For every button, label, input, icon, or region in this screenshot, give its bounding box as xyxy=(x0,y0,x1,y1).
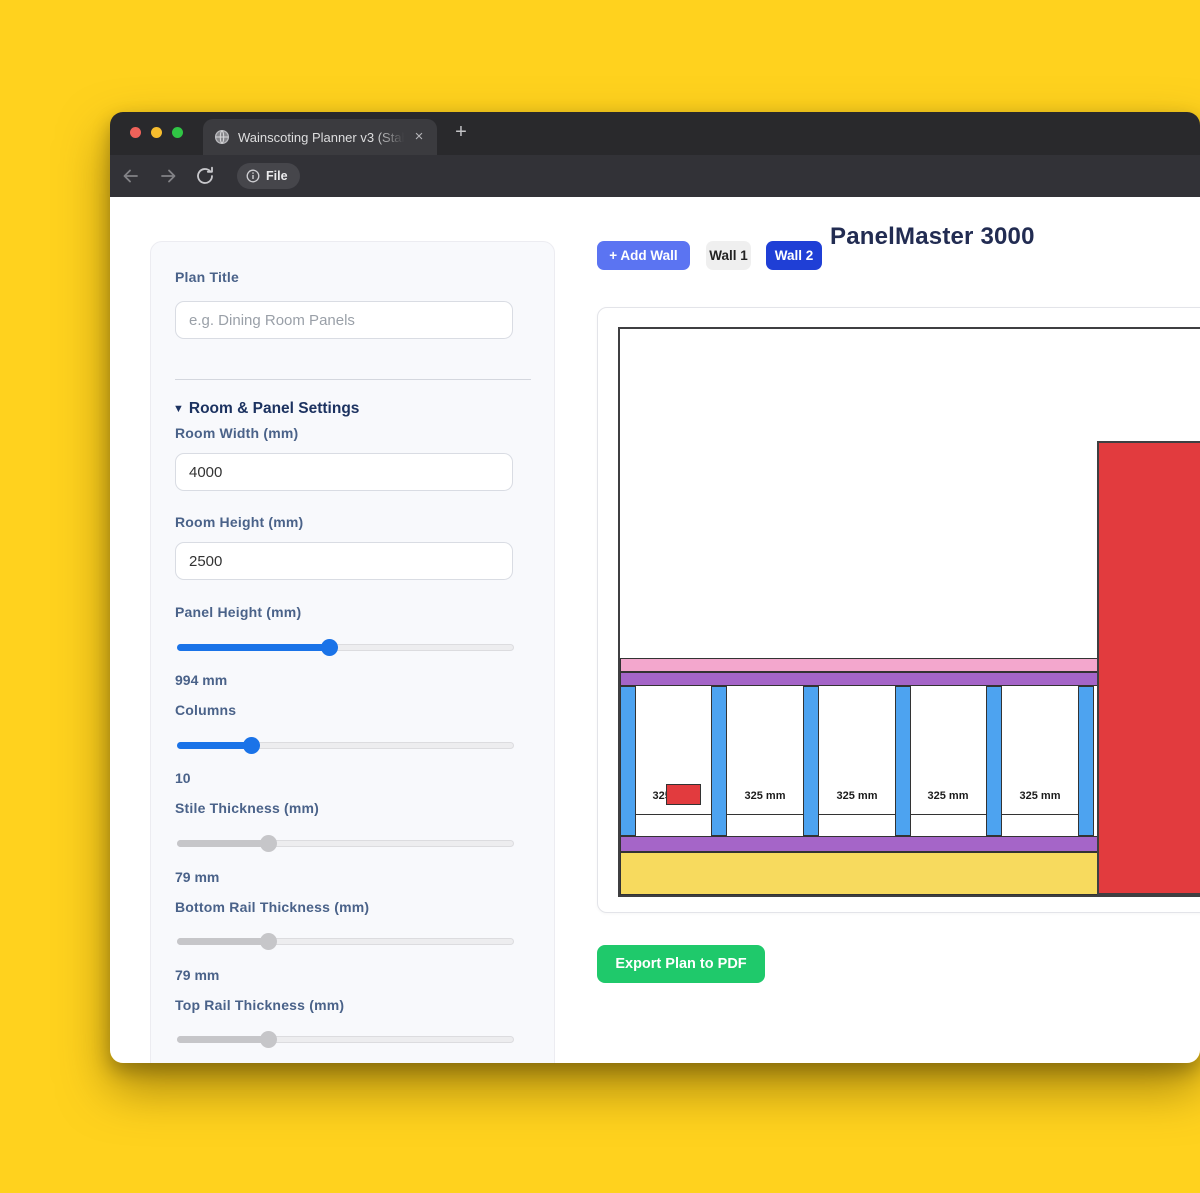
back-icon[interactable] xyxy=(119,164,143,188)
forward-icon[interactable] xyxy=(156,164,180,188)
panel-bottom-line xyxy=(1002,814,1078,815)
stile-thickness-label: Stile Thickness (mm) xyxy=(175,800,320,816)
wall-preview-card: 325 mm 325 mm 325 mm 325 mm 325 mm xyxy=(597,307,1200,913)
panel-bottom-line xyxy=(636,814,711,815)
panel-bottom-line xyxy=(727,814,803,815)
tab-wall-1[interactable]: Wall 1 xyxy=(706,241,751,270)
room-height-label: Room Height (mm) xyxy=(175,514,304,530)
page-title: PanelMaster 3000 xyxy=(830,223,1035,250)
export-pdf-button[interactable]: Export Plan to PDF xyxy=(597,945,765,983)
stile xyxy=(620,686,636,836)
address-bar-chip[interactable]: File xyxy=(237,163,300,189)
columns-slider[interactable] xyxy=(177,737,514,754)
outlet-marker xyxy=(666,784,701,805)
panel-width-label: 325 mm xyxy=(744,790,786,802)
slider-fill xyxy=(177,840,268,847)
stile xyxy=(895,686,911,836)
slider-fill xyxy=(177,742,252,749)
room-height-input[interactable] xyxy=(175,542,513,580)
divider xyxy=(175,379,531,380)
section-heading[interactable]: ▼ Room & Panel Settings xyxy=(173,400,359,418)
top-cap-strip xyxy=(620,658,1098,672)
panel-width-label: 325 mm xyxy=(836,790,878,802)
bottom-rail-value: 79 mm xyxy=(175,967,220,983)
top-rail-label: Top Rail Thickness (mm) xyxy=(175,997,345,1013)
browser-window: Wainscoting Planner v3 (Stab × + File Pl… xyxy=(110,112,1200,1063)
window-zoom-button[interactable] xyxy=(172,127,183,138)
columns-label: Columns xyxy=(175,702,237,718)
browser-tab-bar: Wainscoting Planner v3 (Stab × + xyxy=(110,112,1200,155)
panel-width-label: 325 mm xyxy=(927,790,969,802)
stile xyxy=(986,686,1002,836)
plan-title-label: Plan Title xyxy=(175,269,239,285)
stile xyxy=(1078,686,1094,836)
top-rail-strip xyxy=(620,672,1098,686)
door-obstruction xyxy=(1097,441,1200,895)
slider-fill xyxy=(177,1036,268,1043)
globe-favicon-icon xyxy=(214,129,230,145)
room-width-label: Room Width (mm) xyxy=(175,425,299,441)
panel-zone: 325 mm 325 mm 325 mm 325 mm 325 mm xyxy=(620,686,1098,836)
bottom-rail-strip xyxy=(620,836,1098,852)
page-content: Plan Title ▼ Room & Panel Settings Room W… xyxy=(110,197,1200,1063)
window-close-button[interactable] xyxy=(130,127,141,138)
section-heading-text: Room & Panel Settings xyxy=(188,400,360,417)
new-tab-button[interactable]: + xyxy=(455,121,467,143)
slider-thumb[interactable] xyxy=(320,639,338,656)
bottom-rail-slider[interactable] xyxy=(177,933,514,950)
baseboard-strip xyxy=(620,852,1098,895)
stile-thickness-slider[interactable] xyxy=(177,835,514,852)
add-wall-button[interactable]: + Add Wall xyxy=(597,241,690,270)
panel-height-label: Panel Height (mm) xyxy=(175,604,302,620)
info-icon xyxy=(246,169,260,183)
stile xyxy=(711,686,727,836)
panel-height-value: 994 mm xyxy=(175,672,228,688)
slider-fill xyxy=(177,644,329,651)
slider-fill xyxy=(177,938,268,945)
stile-thickness-value: 79 mm xyxy=(175,869,220,885)
settings-sidebar: Plan Title ▼ Room & Panel Settings Room W… xyxy=(150,241,555,1063)
slider-thumb[interactable] xyxy=(243,737,261,754)
panel-width-label: 325 mm xyxy=(1019,790,1061,802)
address-text: File xyxy=(266,169,288,183)
panel-height-slider[interactable] xyxy=(177,639,514,656)
slider-thumb[interactable] xyxy=(259,1031,277,1048)
plan-title-input[interactable] xyxy=(175,301,513,339)
window-minimize-button[interactable] xyxy=(151,127,162,138)
top-rail-slider[interactable] xyxy=(177,1031,514,1048)
stile xyxy=(803,686,819,836)
wall-drawing-canvas[interactable]: 325 mm 325 mm 325 mm 325 mm 325 mm xyxy=(618,327,1200,897)
tab-close-icon[interactable]: × xyxy=(414,128,424,145)
browser-toolbar: File xyxy=(110,155,1200,197)
refresh-icon[interactable] xyxy=(193,164,217,188)
panel-bottom-line xyxy=(911,814,986,815)
bottom-rail-label: Bottom Rail Thickness (mm) xyxy=(175,899,370,915)
collapse-caret-icon: ▼ xyxy=(173,403,184,415)
tab-title: Wainscoting Planner v3 (Stab xyxy=(238,130,406,145)
panel-bottom-line xyxy=(819,814,895,815)
browser-tab[interactable]: Wainscoting Planner v3 (Stab × xyxy=(203,119,437,155)
columns-value: 10 xyxy=(175,770,191,786)
room-width-input[interactable] xyxy=(175,453,513,491)
slider-thumb[interactable] xyxy=(259,835,277,852)
slider-thumb[interactable] xyxy=(259,933,277,950)
tab-wall-2[interactable]: Wall 2 xyxy=(766,241,822,270)
